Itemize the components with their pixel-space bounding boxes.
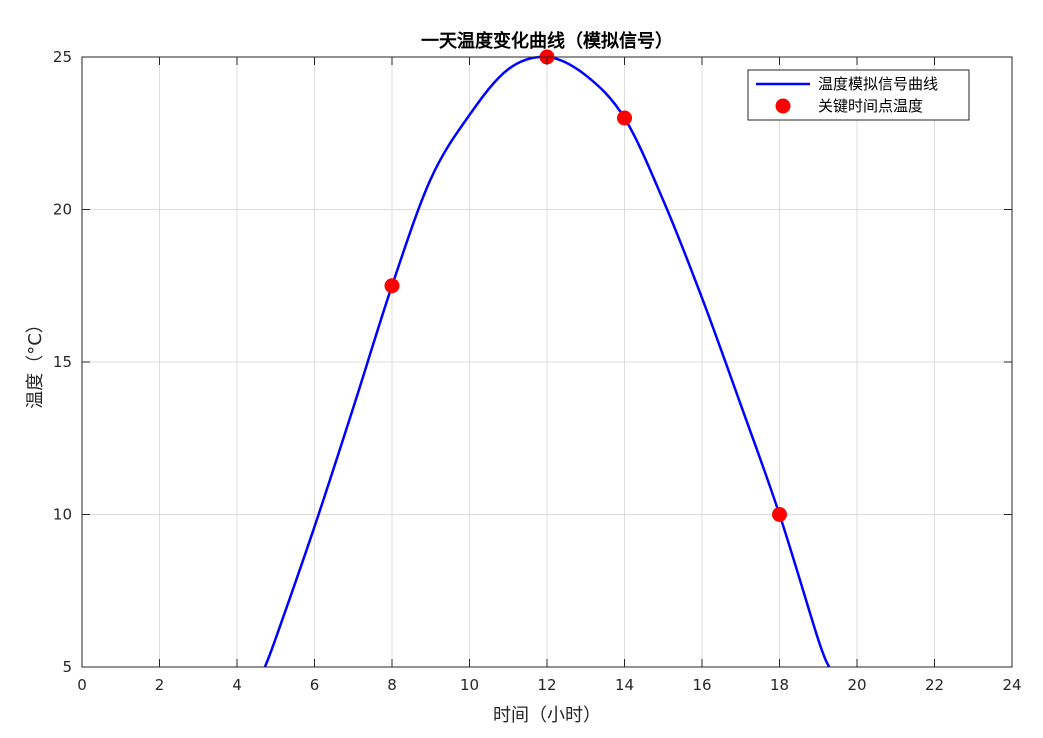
y-tick-label: 15 (53, 353, 72, 371)
y-axis-label: 温度（°C） (25, 315, 46, 409)
x-tick-label: 6 (310, 676, 320, 694)
x-tick-label: 18 (770, 676, 789, 694)
x-axis-label: 时间（小时） (493, 705, 601, 726)
y-tick-label: 25 (53, 48, 72, 66)
legend-marker-swatch (775, 98, 791, 114)
legend-label-points: 关键时间点温度 (818, 97, 923, 115)
x-tick-label: 4 (232, 676, 242, 694)
legend-label-curve: 温度模拟信号曲线 (818, 75, 938, 93)
x-tick-label: 10 (460, 676, 479, 694)
x-tick-label: 20 (847, 676, 866, 694)
y-tick-label: 10 (53, 506, 72, 524)
key-point-marker (772, 507, 787, 522)
x-tick-label: 12 (537, 676, 556, 694)
chart-title: 一天温度变化曲线（模拟信号） (421, 30, 673, 52)
x-tick-label: 16 (692, 676, 711, 694)
x-tick-label: 8 (387, 676, 397, 694)
x-tick-label: 22 (925, 676, 944, 694)
key-point-marker (617, 110, 632, 126)
x-tick-label: 24 (1002, 676, 1021, 694)
legend: 温度模拟信号曲线 关键时间点温度 (747, 69, 970, 121)
y-tick-label: 5 (62, 658, 72, 676)
key-point-marker (384, 278, 400, 294)
y-tick-label: 20 (53, 201, 72, 219)
x-tick-label: 2 (155, 676, 165, 694)
x-tick-label: 0 (77, 676, 87, 694)
x-tick-label: 14 (615, 676, 634, 694)
